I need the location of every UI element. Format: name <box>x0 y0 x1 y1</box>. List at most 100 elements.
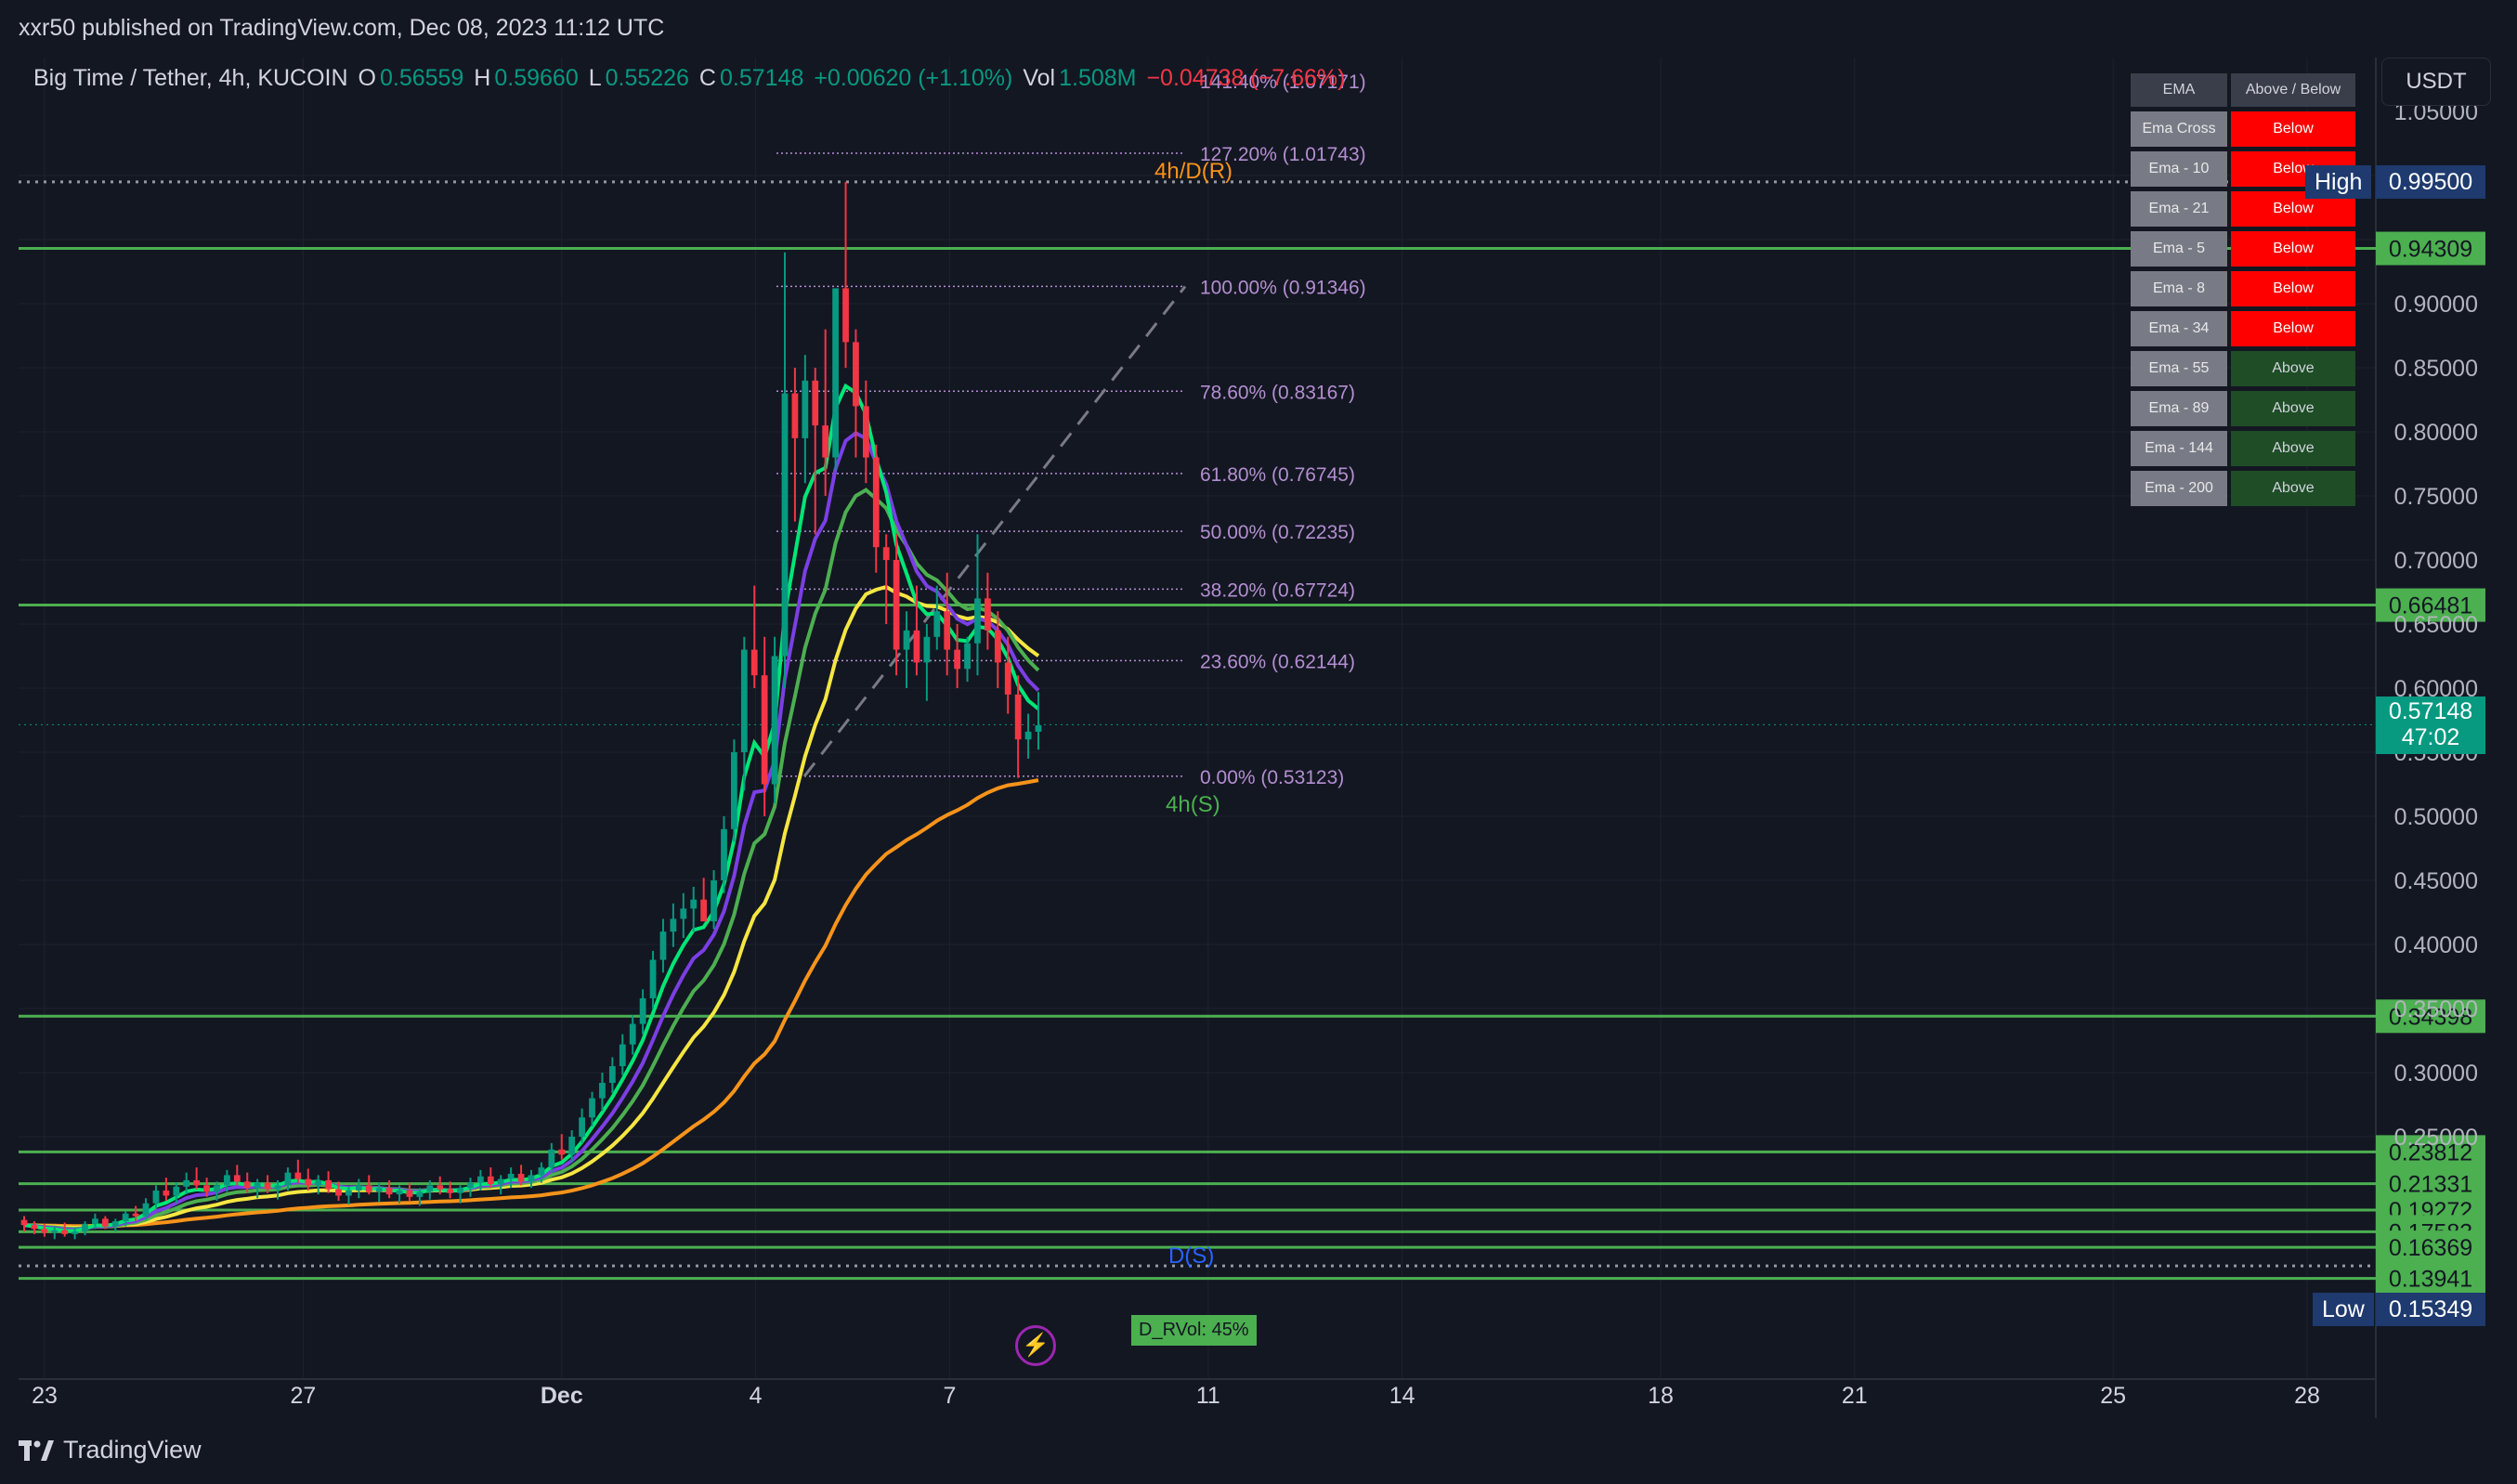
level-tag-value: 0.23812 <box>2389 1139 2472 1165</box>
candle-body <box>731 752 737 829</box>
x-tick-label: 18 <box>1648 1383 1674 1409</box>
ema-name: Ema - 144 <box>2131 431 2227 466</box>
candle-body <box>589 1098 595 1118</box>
candle-body <box>903 630 910 650</box>
candle-body <box>243 1181 251 1189</box>
tradingview-brand[interactable]: TradingView <box>19 1436 202 1464</box>
candle-body <box>111 1221 119 1227</box>
open-value: 0.56559 <box>379 65 464 91</box>
level-tag <box>2376 1230 2485 1265</box>
candle-body <box>365 1185 372 1192</box>
x-tick-label: Dec <box>541 1383 583 1409</box>
level-tag <box>2376 1261 2485 1295</box>
ema-header: EMA <box>2131 73 2227 107</box>
candle-body <box>872 457 880 548</box>
candle-body <box>92 1218 98 1224</box>
candle-body <box>396 1190 403 1195</box>
candle-body <box>791 393 799 438</box>
x-axis: 23 27 Dec 4 7 11 14 18 21 25 28 <box>32 1383 2320 1409</box>
low-label: L <box>588 65 602 91</box>
fibonacci-levels: 127.20% (1.01743) 100.00% (0.91346) 78.60%… <box>776 72 1366 788</box>
candle-body <box>750 649 758 676</box>
low-tag-value: 0.15349 <box>2376 1293 2485 1326</box>
level-tag <box>2376 231 2485 266</box>
candle-body <box>142 1203 150 1217</box>
candle-body <box>254 1182 261 1189</box>
candle-body <box>538 1167 545 1176</box>
candle-countdown: 47:02 <box>2401 724 2460 750</box>
candle-body <box>325 1179 332 1190</box>
fib-label: 61.80% (0.76745) <box>1200 464 1355 486</box>
volume-value: 1.508M <box>1059 65 1137 91</box>
candle-body <box>193 1179 201 1186</box>
candle-body <box>568 1137 576 1155</box>
candle-body <box>548 1149 555 1168</box>
current-price: 0.57148 <box>2388 698 2473 724</box>
candle-body <box>528 1175 535 1182</box>
x-tick-label: 27 <box>290 1383 316 1409</box>
close-label: C <box>698 65 716 91</box>
ema-name: Ema - 89 <box>2131 391 2227 426</box>
candle-body <box>31 1225 38 1230</box>
y-tick-label: 0.30000 <box>2394 1061 2478 1087</box>
candle-body <box>375 1188 383 1192</box>
candlesticks <box>20 181 1042 1240</box>
ema-row: Ema - 89 Above <box>2131 391 2355 426</box>
low-tag-label: Low <box>2313 1293 2374 1326</box>
zone-label-ds: D(S) <box>1168 1243 1214 1269</box>
candle-body <box>619 1044 626 1067</box>
candle-body <box>608 1066 616 1084</box>
candle-body <box>284 1172 292 1186</box>
ema-status: Below <box>2231 271 2355 306</box>
candle-body <box>954 649 961 670</box>
level-tag <box>2376 999 2485 1034</box>
level-tag-value: 0.13941 <box>2389 1267 2472 1293</box>
ema-name: Ema - 21 <box>2131 191 2227 227</box>
change-extra: −0.04738 (−7.66%) <box>1146 65 1346 91</box>
candle-body <box>477 1176 484 1183</box>
ema-name: Ema - 34 <box>2131 311 2227 346</box>
current-price-tag: 0.57148 47:02 <box>2376 696 2485 754</box>
currency-button[interactable]: USDT <box>2381 58 2491 106</box>
candle-body <box>315 1179 322 1186</box>
candle-body <box>974 598 981 644</box>
candle-body <box>132 1213 139 1217</box>
y-tick-label: 0.90000 <box>2394 292 2478 318</box>
y-tick-label: 0.50000 <box>2394 804 2478 830</box>
candle-body <box>385 1188 393 1195</box>
symbol-title[interactable]: Big Time / Tether, 4h, KUCOIN <box>33 65 348 91</box>
candle-body <box>761 675 768 785</box>
ema-name: Ema - 200 <box>2131 471 2227 506</box>
y-tick-label: 0.70000 <box>2394 548 2478 574</box>
y-tick-label: 0.25000 <box>2394 1125 2478 1151</box>
fib-label: 38.20% (0.67724) <box>1200 579 1355 601</box>
ema-name: Ema - 5 <box>2131 231 2227 267</box>
brand-name: TradingView <box>63 1436 202 1464</box>
candle-body <box>437 1185 444 1190</box>
y-tick-label: 0.75000 <box>2394 484 2478 510</box>
candle-body <box>487 1176 494 1185</box>
high-tag-label: High <box>2305 165 2372 199</box>
candle-body <box>933 611 941 637</box>
candle-body <box>1014 694 1022 740</box>
level-tag <box>2376 1135 2485 1169</box>
x-tick-label: 21 <box>1842 1383 1868 1409</box>
candle-body <box>41 1229 48 1233</box>
ema-status-table: EMA Above / Below Ema Cross Below Ema - 10… <box>2127 69 2359 511</box>
candle-body <box>802 380 809 438</box>
ema-name: Ema - 55 <box>2131 351 2227 386</box>
candle-body <box>426 1185 434 1192</box>
status-header: Above / Below <box>2231 73 2355 107</box>
ema-name: Ema - 8 <box>2131 271 2227 306</box>
ema-status: Below <box>2231 231 2355 267</box>
candle-body <box>740 649 748 752</box>
candle-body <box>294 1172 302 1179</box>
candle-body <box>842 288 849 343</box>
candle-body <box>457 1188 463 1193</box>
y-tick-label: 0.65000 <box>2394 612 2478 638</box>
zone-label-4hs: 4h(S) <box>1166 792 1220 817</box>
lightning-icon[interactable]: ⚡ <box>1015 1325 1056 1366</box>
candle-body <box>224 1175 230 1186</box>
ema-row: Ema - 5 Below <box>2131 231 2355 267</box>
